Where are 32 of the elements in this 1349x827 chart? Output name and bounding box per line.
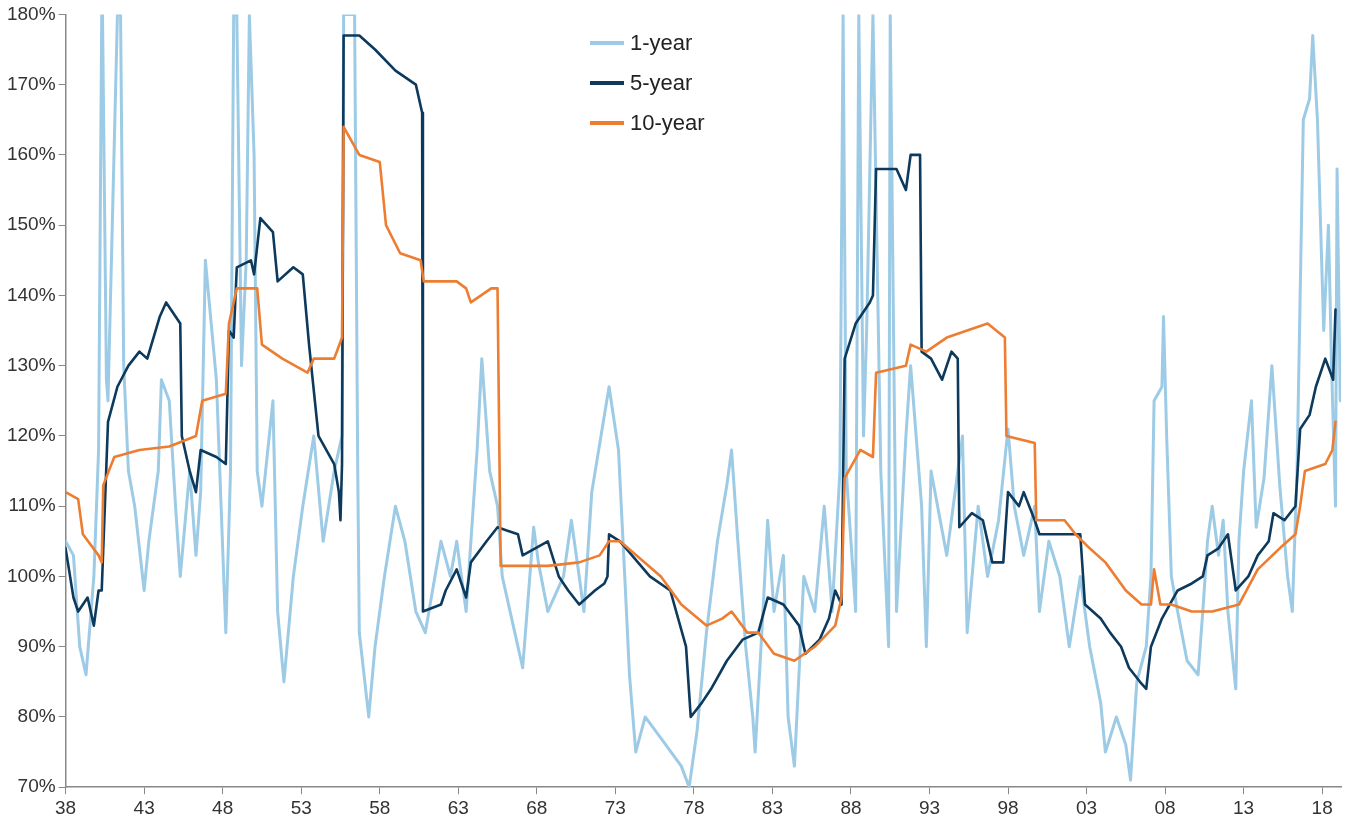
x-tick-label: 68	[526, 796, 548, 818]
x-tick-label: 43	[133, 796, 155, 818]
x-tick-label: 78	[683, 796, 705, 818]
y-tick-label: 140%	[6, 283, 56, 305]
x-tick-label: 88	[840, 796, 862, 818]
x-tick-label: 38	[55, 796, 77, 818]
y-tick-label: 160%	[6, 143, 56, 165]
legend-label: 1-year	[630, 30, 693, 56]
y-tick-label: 180%	[6, 2, 56, 24]
y-tick-label: 110%	[8, 494, 56, 516]
y-tick-label: 70%	[17, 775, 56, 797]
x-tick-label: 08	[1154, 796, 1176, 818]
y-tick-label: 120%	[6, 424, 56, 446]
y-tick-label: 80%	[17, 705, 56, 727]
y-tick-label: 170%	[6, 72, 56, 94]
x-tick-label: 53	[290, 796, 312, 818]
x-tick-label: 48	[212, 796, 234, 818]
x-tick-label: 03	[1075, 796, 1098, 818]
y-tick-label: 100%	[6, 564, 56, 586]
y-tick-label: 130%	[6, 353, 56, 375]
y-tick-label: 150%	[6, 213, 56, 235]
x-tick-label: 73	[604, 796, 626, 818]
x-tick-label: 93	[918, 796, 941, 818]
x-tick-label: 98	[997, 796, 1019, 818]
x-tick-label: 63	[447, 796, 469, 818]
legend-label: 5-year	[630, 70, 693, 96]
y-tick-label: 90%	[17, 634, 56, 656]
x-tick-label: 13	[1233, 796, 1255, 818]
x-tick-label: 83	[761, 796, 783, 818]
x-tick-label: 58	[369, 796, 391, 818]
x-tick-label: 18	[1311, 796, 1333, 818]
legend-label: 10-year	[630, 110, 705, 136]
